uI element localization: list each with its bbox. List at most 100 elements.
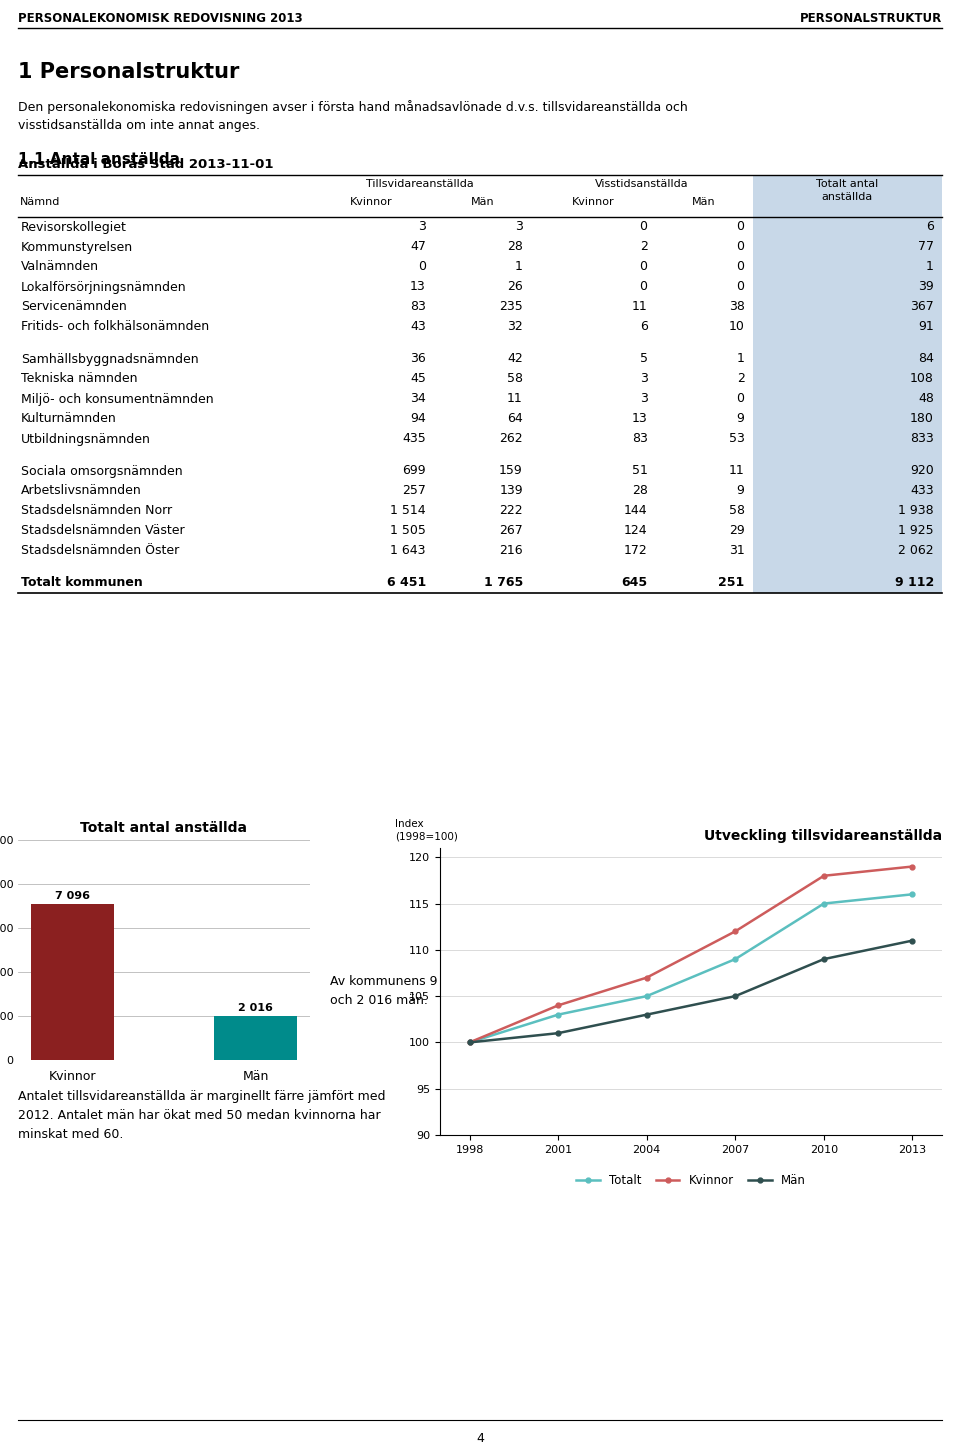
Text: 0: 0 (418, 260, 426, 274)
Text: 45: 45 (410, 372, 426, 386)
Text: 47: 47 (410, 240, 426, 253)
Text: Av kommunens 9 112 anställda var 7 096 kvinnor
och 2 016 män.: Av kommunens 9 112 anställda var 7 096 k… (330, 975, 641, 1007)
Bar (753, 541, 942, 562)
Text: Utbildningsnämnden: Utbildningsnämnden (21, 432, 151, 445)
Text: 10: 10 (729, 320, 745, 333)
Bar (753, 276, 942, 297)
Line: Kvinnor: Kvinnor (468, 864, 915, 1045)
Text: 222: 222 (499, 505, 523, 518)
Text: Män: Män (470, 196, 494, 207)
Text: Den personalekonomiska redovisningen avser i första hand månadsavlönade d.v.s. t: Den personalekonomiska redovisningen avs… (18, 100, 687, 132)
Totalt (730, 950, 741, 968)
Text: PERSONALEKONOMISK REDOVISNING 2013: PERSONALEKONOMISK REDOVISNING 2013 (18, 12, 302, 25)
Text: 1: 1 (926, 260, 934, 274)
Line: Totalt: Totalt (468, 892, 915, 1045)
Text: Valnämnden: Valnämnden (21, 260, 99, 274)
Legend: Totalt, Kvinnor, Män: Totalt, Kvinnor, Män (571, 1170, 811, 1192)
Text: 4: 4 (476, 1432, 484, 1445)
Bar (753, 175, 942, 217)
Text: 38: 38 (729, 301, 745, 313)
Text: 9: 9 (736, 413, 745, 425)
Text: Stadsdelsnämnden Norr: Stadsdelsnämnden Norr (21, 505, 172, 518)
Bar (753, 349, 942, 370)
Text: 257: 257 (402, 485, 426, 498)
Män (906, 931, 918, 949)
Text: 3: 3 (639, 393, 648, 406)
Text: 139: 139 (499, 485, 523, 498)
Text: 36: 36 (410, 352, 426, 365)
Kvinnor (818, 867, 829, 885)
Text: 31: 31 (729, 544, 745, 557)
Bar (753, 573, 942, 594)
Text: 58: 58 (507, 372, 523, 386)
Kvinnor (552, 997, 564, 1014)
Text: 0: 0 (736, 393, 745, 406)
Text: 9 112: 9 112 (895, 576, 934, 589)
Text: 6 451: 6 451 (387, 576, 426, 589)
Text: 1 643: 1 643 (391, 544, 426, 557)
Text: 435: 435 (402, 432, 426, 445)
Text: 920: 920 (910, 464, 934, 477)
Text: Arbetslivsnämnden: Arbetslivsnämnden (21, 485, 142, 498)
Text: Män: Män (692, 196, 716, 207)
Text: 42: 42 (507, 352, 523, 365)
Text: 3: 3 (639, 372, 648, 386)
Text: Utveckling tillsvidareanställda: Utveckling tillsvidareanställda (704, 829, 942, 842)
Text: Totalt kommunen: Totalt kommunen (21, 576, 143, 589)
Text: Index
(1998=100): Index (1998=100) (395, 819, 458, 841)
Text: 34: 34 (410, 393, 426, 406)
Text: 0: 0 (736, 221, 745, 233)
Kvinnor (906, 858, 918, 876)
Text: 91: 91 (919, 320, 934, 333)
Text: 267: 267 (499, 524, 523, 537)
Text: 1 514: 1 514 (390, 505, 426, 518)
Text: 367: 367 (910, 301, 934, 313)
Text: Samhällsbyggnadsnämnden: Samhällsbyggnadsnämnden (21, 352, 199, 365)
Bar (753, 461, 942, 482)
Män (464, 1033, 475, 1051)
Text: Tillsvidareanställda: Tillsvidareanställda (366, 179, 474, 189)
Text: 0: 0 (736, 281, 745, 294)
Text: PERSONALSTRUKTUR: PERSONALSTRUKTUR (800, 12, 942, 25)
Bar (753, 258, 942, 276)
Text: 7 096: 7 096 (55, 892, 90, 901)
Text: 51: 51 (632, 464, 648, 477)
Text: 2: 2 (736, 372, 745, 386)
Text: Servicenämnden: Servicenämnden (21, 301, 127, 313)
Text: 1: 1 (515, 260, 523, 274)
Text: 28: 28 (632, 485, 648, 498)
Bar (753, 409, 942, 429)
Text: 58: 58 (729, 505, 745, 518)
Text: 32: 32 (507, 320, 523, 333)
Män (818, 950, 829, 968)
Bar (753, 521, 942, 541)
Text: Totalt antal
anställda: Totalt antal anställda (816, 179, 878, 202)
Text: 0: 0 (639, 221, 648, 233)
Text: 6: 6 (639, 320, 648, 333)
Text: Lokalförsörjningsnämnden: Lokalförsörjningsnämnden (21, 281, 186, 294)
Text: 159: 159 (499, 464, 523, 477)
Text: 77: 77 (918, 240, 934, 253)
Bar (753, 429, 942, 450)
Text: 3: 3 (515, 221, 523, 233)
Text: 11: 11 (507, 393, 523, 406)
Text: 645: 645 (621, 576, 648, 589)
Bar (753, 501, 942, 521)
Text: Sociala omsorgsnämnden: Sociala omsorgsnämnden (21, 464, 182, 477)
Bar (753, 338, 942, 349)
Bar (753, 370, 942, 388)
Text: 699: 699 (402, 464, 426, 477)
Totalt (641, 988, 653, 1005)
Text: 1: 1 (736, 352, 745, 365)
Text: 48: 48 (918, 393, 934, 406)
Bar (753, 562, 942, 573)
Totalt (552, 1005, 564, 1023)
Text: 64: 64 (507, 413, 523, 425)
Män (730, 988, 741, 1005)
Text: Anställda i Borås Stad 2013-11-01: Anställda i Borås Stad 2013-11-01 (18, 159, 274, 172)
Text: Revisorskollegiet: Revisorskollegiet (21, 221, 127, 233)
Text: Stadsdelsnämnden Öster: Stadsdelsnämnden Öster (21, 544, 180, 557)
Text: 235: 235 (499, 301, 523, 313)
Text: Fritids- och folkhälsonämnden: Fritids- och folkhälsonämnden (21, 320, 209, 333)
Text: 13: 13 (632, 413, 648, 425)
